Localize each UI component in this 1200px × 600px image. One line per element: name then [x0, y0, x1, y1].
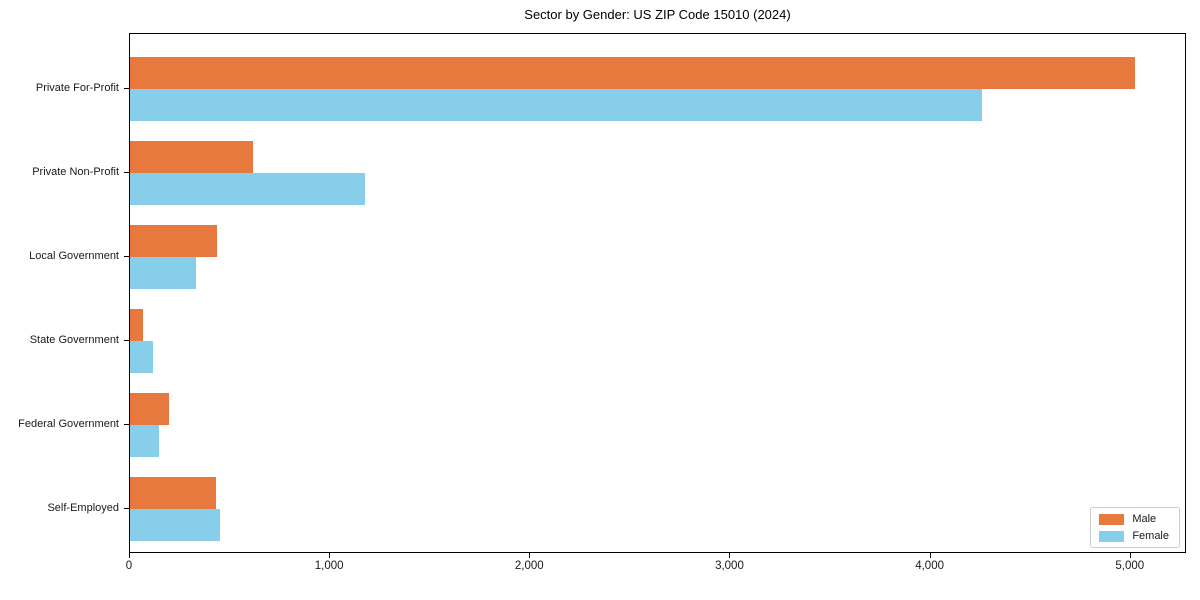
x-tick-4000 [929, 553, 931, 558]
x-tick-label-5000: 5,000 [1115, 560, 1145, 572]
bar-male-local-government [130, 225, 217, 257]
bar-male-state-government [130, 309, 144, 341]
legend-swatch-male [1099, 513, 1125, 525]
bar-male-private-for-profit [130, 57, 1135, 89]
legend-item-female: Female [1099, 530, 1169, 542]
x-tick-2000 [529, 553, 531, 558]
bar-male-private-non-profit [130, 141, 253, 173]
bar-female-state-government [130, 341, 153, 373]
chart-title: Sector by Gender: US ZIP Code 15010 (202… [524, 7, 791, 22]
bar-female-private-non-profit [130, 173, 365, 205]
x-tick-label-1000: 1,000 [314, 560, 344, 572]
x-tick-label-4000: 4,000 [915, 560, 944, 572]
bar-female-self-employed [130, 509, 220, 541]
legend-label-male: Male [1132, 513, 1157, 525]
y-tick-state-government [124, 340, 129, 341]
bar-female-local-government [130, 257, 196, 289]
y-tick-local-government [124, 256, 129, 257]
bar-male-self-employed [130, 477, 216, 509]
legend-item-male: Male [1099, 513, 1169, 525]
category-label-self-employed: Self-Employed [47, 502, 119, 514]
x-tick-1000 [329, 553, 331, 558]
x-tick-0 [129, 553, 130, 558]
y-tick-federal-government [124, 424, 129, 425]
category-label-federal-government: Federal Government [18, 418, 119, 430]
legend-label-female: Female [1132, 530, 1169, 542]
x-tick-3000 [729, 553, 731, 558]
x-tick-label-0: 0 [125, 560, 133, 572]
y-tick-self-employed [124, 508, 129, 509]
x-tick-label-2000: 2,000 [514, 560, 544, 572]
y-tick-private-non-profit [124, 172, 129, 173]
category-label-private-for-profit: Private For-Profit [35, 82, 119, 94]
category-label-local-government: Local Government [29, 250, 119, 262]
legend-swatch-female [1099, 530, 1125, 542]
x-tick-5000 [1129, 553, 1131, 558]
category-label-private-non-profit: Private Non-Profit [32, 166, 119, 178]
x-tick-label-3000: 3,000 [715, 560, 744, 572]
legend: Male Female [1090, 507, 1180, 548]
category-label-state-government: State Government [29, 334, 119, 346]
y-tick-private-for-profit [124, 88, 129, 89]
bar-male-federal-government [130, 393, 170, 425]
plot-area: Male Female [129, 33, 1186, 553]
bar-female-private-for-profit [130, 89, 983, 121]
bar-female-federal-government [130, 425, 160, 457]
